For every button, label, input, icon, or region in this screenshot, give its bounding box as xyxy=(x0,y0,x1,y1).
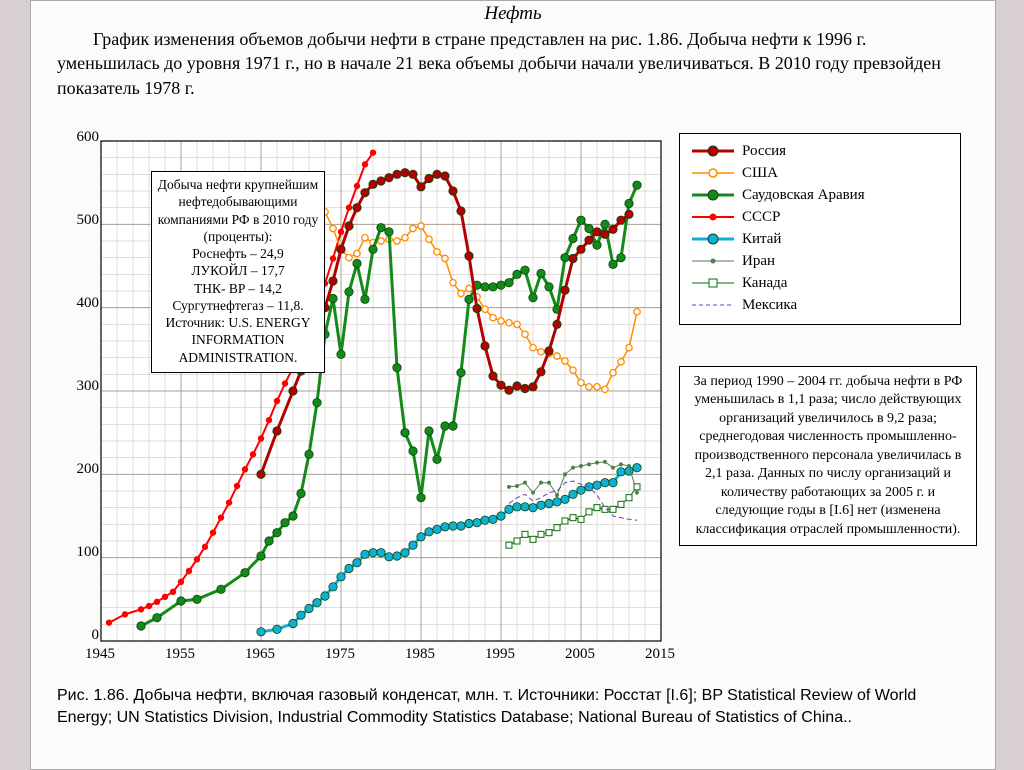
y-tick-0: 0 xyxy=(63,627,99,644)
legend-item: США xyxy=(690,162,950,184)
x-tick-1945: 1945 xyxy=(85,646,115,663)
page: Нефть График изменения объемов добычи не… xyxy=(30,0,996,770)
y-tick-400: 400 xyxy=(63,295,99,312)
x-tick-1995: 1995 xyxy=(485,646,515,663)
legend-item: Мексика xyxy=(690,294,950,316)
page-title: Нефть xyxy=(31,3,995,25)
x-tick-2015: 2015 xyxy=(645,646,675,663)
x-tick-2005: 2005 xyxy=(565,646,595,663)
legend-swatch xyxy=(690,187,736,203)
x-tick-1955: 1955 xyxy=(165,646,195,663)
period-note-text: За период 1990 – 2004 гг. добыча нефти в… xyxy=(694,374,963,537)
y-tick-100: 100 xyxy=(63,544,99,561)
y-tick-200: 200 xyxy=(63,461,99,478)
legend-item: Канада xyxy=(690,272,950,294)
legend-label: Саудовская Аравия xyxy=(742,187,865,204)
period-note-box: За период 1990 – 2004 гг. добыча нефти в… xyxy=(679,366,977,546)
x-tick-1975: 1975 xyxy=(325,646,355,663)
legend-swatch xyxy=(690,253,736,269)
legend-item: Россия xyxy=(690,140,950,162)
companies-annotation-box: Добыча нефти крупнейшим нефтедобывающими… xyxy=(151,171,325,373)
legend-item: СССР xyxy=(690,206,950,228)
legend-label: Китай xyxy=(742,231,781,248)
figure-caption: Рис. 1.86. Добыча нефти, включая газовый… xyxy=(31,681,995,728)
legend-label: Мексика xyxy=(742,297,797,314)
legend-item: Иран xyxy=(690,250,950,272)
y-tick-600: 600 xyxy=(63,129,99,146)
legend-swatch xyxy=(690,143,736,159)
legend-item: Китай xyxy=(690,228,950,250)
legend-item: Саудовская Аравия xyxy=(690,184,950,206)
legend-label: Канада xyxy=(742,275,787,292)
legend-label: Иран xyxy=(742,253,775,270)
companies-annotation-text: Добыча нефти крупнейшим нефтедобывающими… xyxy=(158,177,319,365)
x-tick-1965: 1965 xyxy=(245,646,275,663)
legend-swatch xyxy=(690,297,736,313)
legend-label: США xyxy=(742,165,778,182)
intro-paragraph: График изменения объемов добычи нефти в … xyxy=(31,25,995,100)
y-tick-500: 500 xyxy=(63,212,99,229)
legend-swatch xyxy=(690,209,736,225)
y-tick-300: 300 xyxy=(63,378,99,395)
legend-box: Россия США Саудовская Аравия СССР Китай Иран К… xyxy=(679,133,961,325)
legend-swatch xyxy=(690,165,736,181)
legend-swatch xyxy=(690,231,736,247)
legend-label: Россия xyxy=(742,143,786,160)
legend-swatch xyxy=(690,275,736,291)
x-tick-1985: 1985 xyxy=(405,646,435,663)
legend-label: СССР xyxy=(742,209,780,226)
